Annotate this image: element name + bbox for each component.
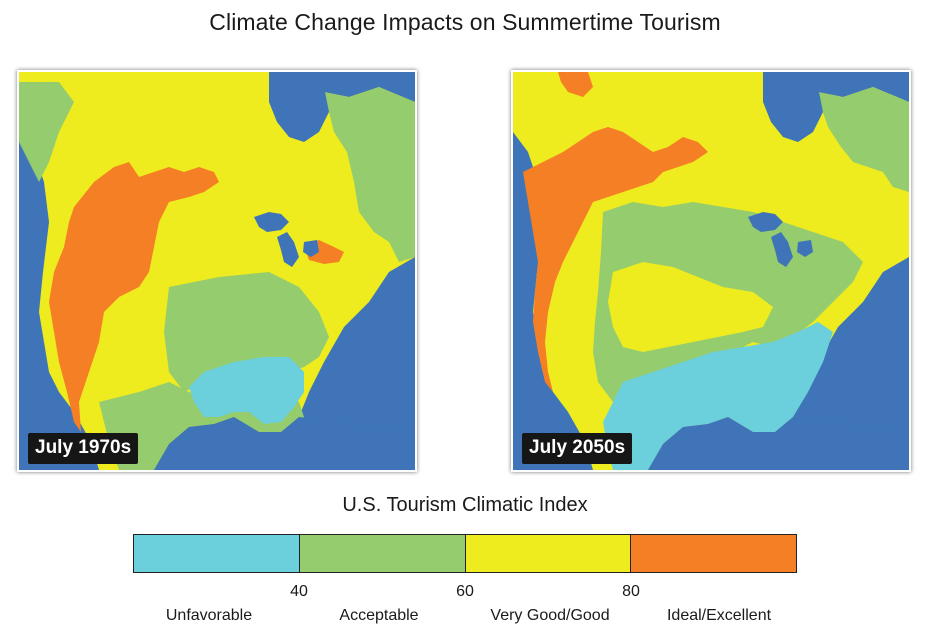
region-ideal-west: [523, 127, 708, 392]
period-label-2050s: July 2050s: [522, 433, 633, 464]
hudson-bay: [763, 72, 823, 142]
legend-swatch-unfavorable: [134, 535, 300, 572]
legend-tick-40: 40: [290, 583, 308, 600]
figure-title: Climate Change Impacts on Summertime Tou…: [209, 9, 721, 35]
region-acceptable-northeast: [818, 87, 909, 192]
great-lakes: [254, 212, 289, 232]
legend-category-acceptable: Acceptable: [339, 607, 419, 624]
region-acceptable-northwest: [19, 82, 74, 182]
legend-tick-80: 80: [622, 583, 640, 600]
region-ideal-west: [49, 162, 219, 432]
great-lakes-2: [277, 232, 299, 267]
legend-tick-60: 60: [456, 583, 474, 600]
gulf-of-mexico: [154, 417, 415, 470]
legend-swatch-acceptable: [299, 535, 466, 572]
map-panel-2050s: July 2050s: [511, 70, 911, 472]
legend-title: U.S. Tourism Climatic Index: [342, 494, 588, 516]
map-1970s: [19, 72, 415, 470]
legend-category-unfavorable: Unfavorable: [165, 607, 253, 624]
region-ideal-north: [558, 72, 593, 97]
region-unfavorable-southeast: [189, 357, 304, 424]
hudson-bay: [269, 72, 329, 142]
great-lakes: [748, 212, 783, 232]
legend-swatch-ideal: [631, 535, 796, 572]
legend-category-ideal: Ideal/Excellent: [666, 607, 772, 624]
region-unfavorable-south: [603, 322, 833, 470]
gulf-of-mexico: [648, 417, 909, 470]
color-legend-bar: [133, 534, 797, 573]
legend-swatch-very-good: [465, 535, 632, 572]
map-2050s: [513, 72, 909, 470]
period-label-1970s: July 1970s: [28, 433, 139, 464]
great-lakes-3: [303, 240, 319, 257]
region-acceptable-northeast: [324, 87, 415, 262]
region-verygood-corridor: [608, 262, 773, 352]
great-lakes-2: [771, 232, 793, 267]
map-panel-1970s: July 1970s: [17, 70, 417, 472]
great-lakes-3: [797, 240, 813, 257]
legend-category-very-good: Very Good/Good: [490, 607, 610, 624]
